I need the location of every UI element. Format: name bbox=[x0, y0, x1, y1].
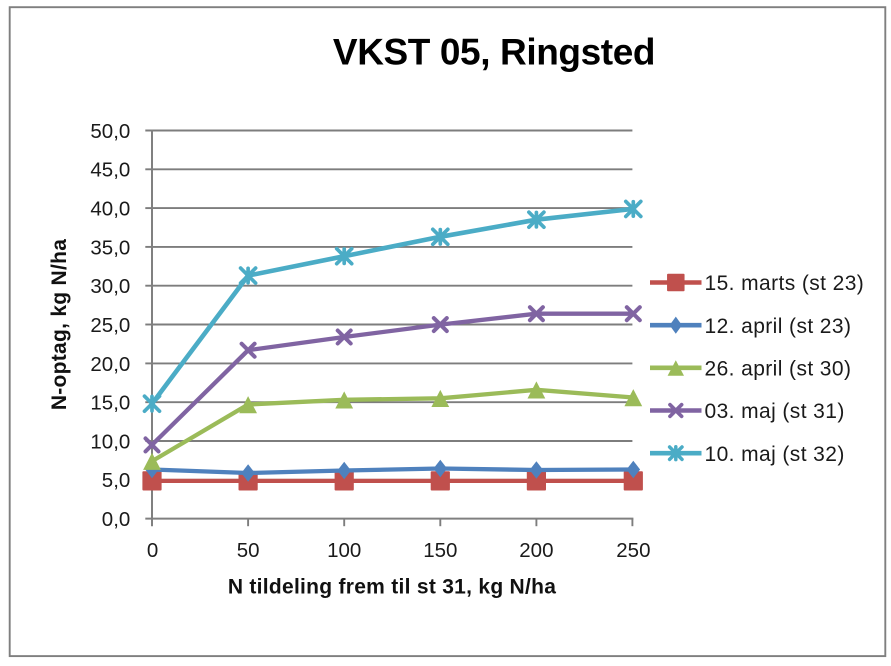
svg-text:50: 50 bbox=[237, 539, 260, 562]
svg-text:VKST 05, Ringsted: VKST 05, Ringsted bbox=[333, 32, 655, 73]
svg-text:50,0: 50,0 bbox=[90, 120, 130, 143]
svg-text:250: 250 bbox=[616, 539, 650, 562]
svg-text:10,0: 10,0 bbox=[90, 430, 130, 453]
svg-text:0,0: 0,0 bbox=[102, 508, 131, 531]
svg-text:10. maj (st 32): 10. maj (st 32) bbox=[705, 443, 845, 466]
svg-text:12. april (st 23): 12. april (st 23) bbox=[705, 315, 852, 338]
svg-text:45,0: 45,0 bbox=[90, 159, 130, 182]
svg-text:150: 150 bbox=[423, 539, 457, 562]
svg-text:200: 200 bbox=[519, 539, 553, 562]
svg-text:03. maj (st 31): 03. maj (st 31) bbox=[705, 400, 845, 423]
svg-text:0: 0 bbox=[147, 539, 158, 562]
svg-text:40,0: 40,0 bbox=[90, 198, 130, 221]
svg-text:26. april (st 30): 26. april (st 30) bbox=[705, 357, 852, 380]
svg-text:35,0: 35,0 bbox=[90, 236, 130, 259]
svg-text:N-optag, kg N/ha: N-optag, kg N/ha bbox=[48, 239, 71, 410]
svg-text:100: 100 bbox=[327, 539, 361, 562]
svg-text:N tildeling frem til st 31, kg: N tildeling frem til st 31, kg N/ha bbox=[228, 575, 556, 598]
svg-text:25,0: 25,0 bbox=[90, 314, 130, 337]
svg-text:5,0: 5,0 bbox=[102, 469, 131, 492]
svg-text:15,0: 15,0 bbox=[90, 392, 130, 415]
svg-text:30,0: 30,0 bbox=[90, 275, 130, 298]
svg-text:20,0: 20,0 bbox=[90, 353, 130, 376]
svg-text:15. marts (st 23): 15. marts (st 23) bbox=[705, 272, 865, 295]
